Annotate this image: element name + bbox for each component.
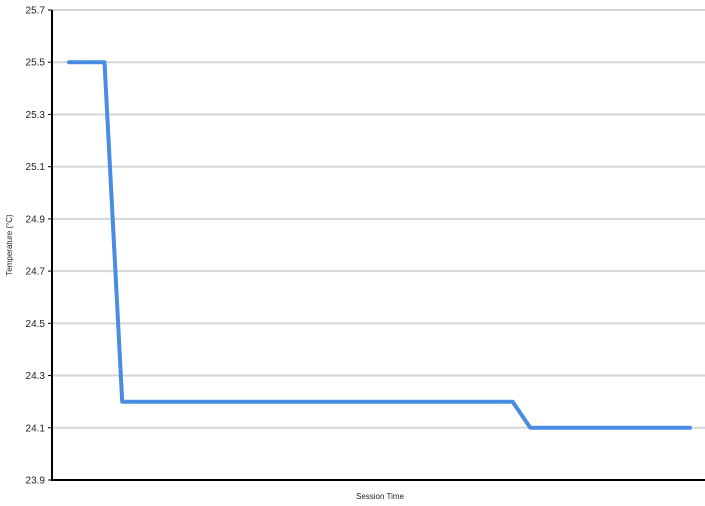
y-gridlines [52, 9, 705, 429]
y-tick-labels: 25.7 25.5 25.3 25.1 24.9 24.7 24.5 24.3 24.1 23.9 [26, 6, 52, 487]
y-tick-label: 23.9 [26, 476, 46, 487]
y-axis-title: Temperature (°C) [5, 214, 14, 276]
y-tick-label: 24.1 [26, 423, 46, 434]
y-tick-label: 24.3 [26, 371, 46, 382]
x-axis-title: Session Time [356, 492, 405, 501]
y-tick-label: 24.5 [26, 319, 46, 330]
y-tick-label: 25.3 [26, 110, 46, 121]
y-tick-label: 24.7 [26, 267, 46, 278]
y-tick-label: 25.1 [26, 162, 46, 173]
y-tick-label: 24.9 [26, 214, 46, 225]
series-line-0 [67, 60, 692, 430]
data-series [67, 60, 692, 430]
y-tick-label: 25.5 [26, 58, 46, 69]
y-tick-label: 25.7 [26, 6, 46, 17]
